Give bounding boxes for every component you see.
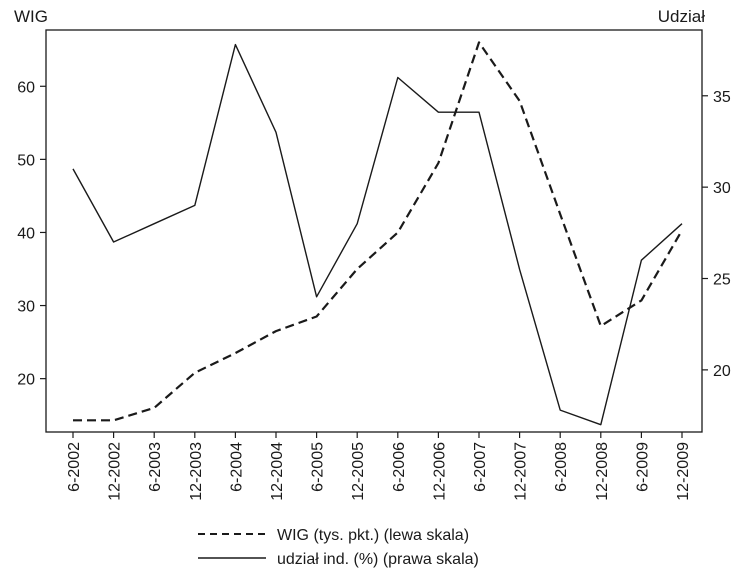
series-line-wig <box>73 41 683 422</box>
x-tick-label: 6-2006 <box>391 442 408 492</box>
x-tick-label: 6-2007 <box>472 442 489 492</box>
right-tick-label: 30 <box>713 180 731 197</box>
right-axis: 20 25 30 35 <box>702 89 731 380</box>
x-tick-label: 12-2004 <box>269 442 286 501</box>
x-tick-label: 12-2002 <box>107 442 124 501</box>
x-tick-label: 12-2003 <box>188 442 205 501</box>
legend-label-udzial: udział ind. (%) (prawa skala) <box>277 551 479 568</box>
x-tick-label: 6-2002 <box>66 442 83 492</box>
right-tick-label: 35 <box>713 89 731 106</box>
x-tick-label: 12-2009 <box>675 442 692 501</box>
left-tick-label: 40 <box>17 225 35 242</box>
x-tick-label: 12-2008 <box>594 442 611 501</box>
left-axis: 20 30 40 50 60 <box>17 79 46 389</box>
right-tick-label: 20 <box>713 363 731 380</box>
right-axis-title: Udział <box>658 7 705 26</box>
legend-label-wig: WIG (tys. pkt.) (lewa skala) <box>277 527 469 544</box>
series-lines <box>72 41 683 426</box>
x-tick-label: 6-2005 <box>310 442 327 492</box>
plot-frame <box>45 29 703 433</box>
legend: WIG (tys. pkt.) (lewa skala) udział ind.… <box>198 527 479 568</box>
series-line-udzial <box>72 43 683 426</box>
x-tick-label: 6-2008 <box>553 442 570 492</box>
x-axis: 6-2002 12-2002 6-2003 12-2003 6-2004 12-2004 6… <box>66 432 692 501</box>
x-tick-label: 6-2009 <box>634 442 651 492</box>
right-tick-label: 25 <box>713 272 731 289</box>
x-tick-label: 6-2003 <box>147 442 164 492</box>
x-tick-label: 12-2005 <box>350 442 367 501</box>
left-tick-label: 50 <box>17 152 35 169</box>
left-tick-label: 20 <box>17 372 35 389</box>
x-tick-label: 12-2006 <box>431 442 448 501</box>
left-axis-title: WIG <box>14 7 48 26</box>
x-tick-label: 6-2004 <box>228 442 245 492</box>
x-tick-label: 12-2007 <box>513 442 530 501</box>
left-tick-label: 60 <box>17 79 35 96</box>
left-tick-label: 30 <box>17 299 35 316</box>
